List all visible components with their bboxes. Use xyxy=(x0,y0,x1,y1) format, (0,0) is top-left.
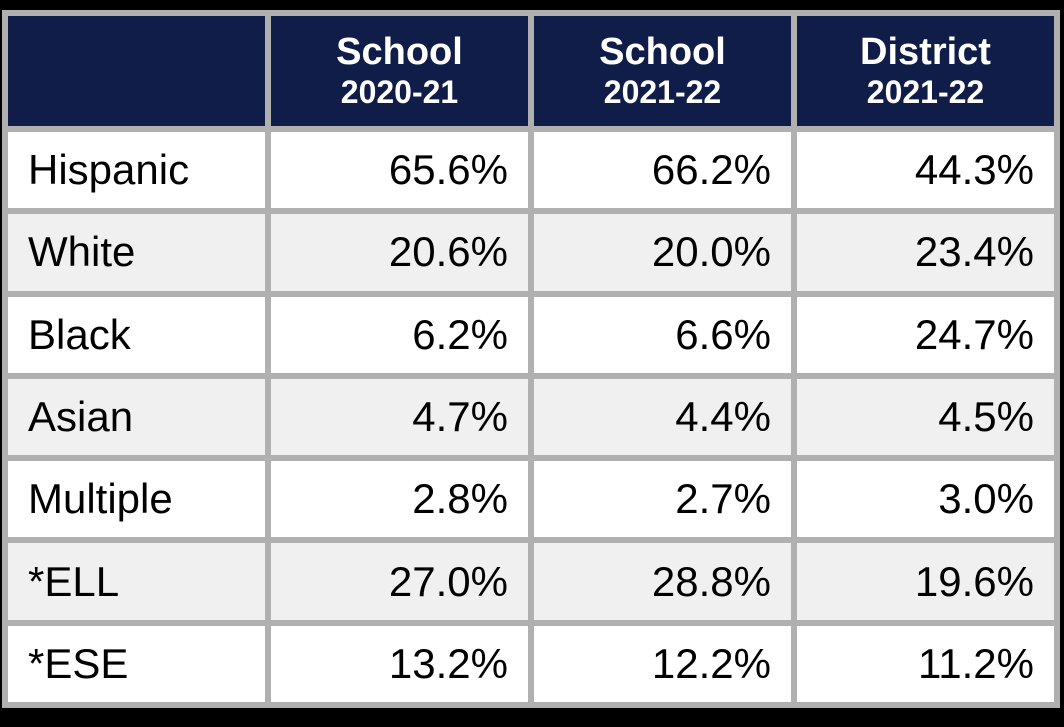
column-header-district-2021-22: District 2021-22 xyxy=(797,16,1054,126)
table-body: Hispanic 65.6% 66.2% 44.3% White 20.6% 2… xyxy=(8,132,1054,702)
cell-value: 24.7% xyxy=(797,296,1054,373)
cell-value: 65.6% xyxy=(271,132,528,209)
column-title: District xyxy=(860,30,991,73)
table-row-black: Black 6.2% 6.6% 24.7% xyxy=(8,296,1054,373)
cell-value: 4.4% xyxy=(534,378,791,456)
cell-value: 4.5% xyxy=(797,378,1054,456)
cell-value: 2.7% xyxy=(534,461,791,538)
column-title: School xyxy=(336,30,463,73)
row-label: *ELL xyxy=(8,543,265,620)
column-header-school-2020-21: School 2020-21 xyxy=(271,16,528,126)
column-subtitle: 2020-21 xyxy=(340,74,459,111)
table-row-multiple: Multiple 2.8% 2.7% 3.0% xyxy=(8,461,1054,538)
cell-value: 2.8% xyxy=(271,461,528,538)
row-label: Asian xyxy=(8,378,265,456)
column-subtitle: 2021-22 xyxy=(866,74,985,111)
column-header-school-2021-22: School 2021-22 xyxy=(534,16,791,126)
row-label: Hispanic xyxy=(8,132,265,209)
cell-value: 27.0% xyxy=(271,543,528,620)
column-title: School xyxy=(599,30,726,73)
cell-value: 28.8% xyxy=(534,543,791,620)
cell-value: 23.4% xyxy=(797,214,1054,291)
row-label: Black xyxy=(8,296,265,373)
demographics-table: School 2020-21 School 2021-22 District 2… xyxy=(2,10,1060,708)
cell-value: 11.2% xyxy=(797,625,1054,702)
cell-value: 4.7% xyxy=(271,378,528,456)
cell-value: 6.2% xyxy=(271,296,528,373)
header-row: School 2020-21 School 2021-22 District 2… xyxy=(8,16,1054,126)
table-row-asian: Asian 4.7% 4.4% 4.5% xyxy=(8,378,1054,456)
row-label: Multiple xyxy=(8,461,265,538)
table-row-ese: *ESE 13.2% 12.2% 11.2% xyxy=(8,625,1054,702)
column-subtitle: 2021-22 xyxy=(603,74,722,111)
cell-value: 12.2% xyxy=(534,625,791,702)
table-row-white: White 20.6% 20.0% 23.4% xyxy=(8,214,1054,291)
row-label: White xyxy=(8,214,265,291)
cell-value: 6.6% xyxy=(534,296,791,373)
cell-value: 19.6% xyxy=(797,543,1054,620)
table-row-hispanic: Hispanic 65.6% 66.2% 44.3% xyxy=(8,132,1054,209)
cell-value: 20.6% xyxy=(271,214,528,291)
cell-value: 66.2% xyxy=(534,132,791,209)
row-label: *ESE xyxy=(8,625,265,702)
table-row-ell: *ELL 27.0% 28.8% 19.6% xyxy=(8,543,1054,620)
column-header-category xyxy=(8,16,265,126)
cell-value: 13.2% xyxy=(271,625,528,702)
table-header: School 2020-21 School 2021-22 District 2… xyxy=(8,16,1054,126)
cell-value: 44.3% xyxy=(797,132,1054,209)
cell-value: 20.0% xyxy=(534,214,791,291)
cell-value: 3.0% xyxy=(797,461,1054,538)
